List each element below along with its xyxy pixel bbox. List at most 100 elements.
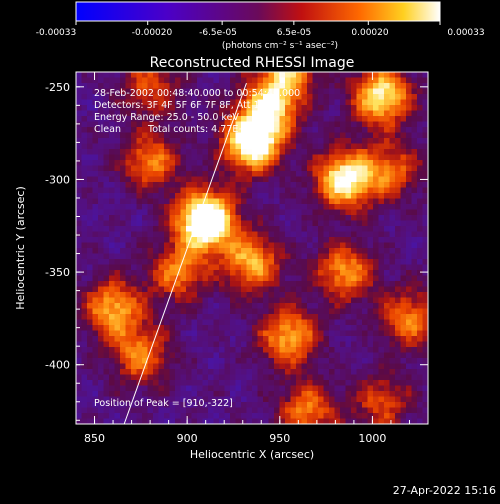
heatmap-cell (147, 253, 154, 260)
heatmap-cell (175, 105, 182, 112)
plot-frame (75, 71, 429, 425)
heatmap-cell (208, 204, 215, 211)
heatmap-cell (395, 281, 402, 288)
heatmap-cell (175, 154, 182, 161)
heatmap-cell (257, 253, 264, 260)
heatmap-cell (411, 72, 418, 79)
heatmap-cell (175, 193, 182, 200)
heatmap-cell (125, 105, 132, 112)
heatmap-cell (208, 402, 215, 409)
heatmap-cell (257, 116, 264, 123)
heatmap-cell (169, 407, 176, 414)
heatmap-cell (279, 220, 286, 227)
heatmap-cell (224, 182, 231, 189)
heatmap-cell (312, 94, 319, 101)
heatmap-cell (98, 396, 105, 403)
heatmap-cell (76, 347, 83, 354)
heatmap-cell (373, 308, 380, 315)
heatmap-cell (323, 231, 330, 238)
heatmap-cell (252, 204, 259, 211)
heatmap-cell (345, 281, 352, 288)
heatmap-cell (109, 286, 116, 293)
heatmap-cell (257, 297, 264, 304)
heatmap-cell (219, 363, 226, 370)
heatmap-cell (186, 407, 193, 414)
heatmap-cell (340, 116, 347, 123)
heatmap-cell (389, 176, 396, 183)
heatmap-cell (301, 99, 308, 106)
plot-area (75, 71, 429, 425)
heatmap-cell (384, 138, 391, 145)
heatmap-cell (329, 418, 336, 424)
heatmap-cell (164, 204, 171, 211)
heatmap-cell (296, 325, 303, 332)
heatmap-cell (362, 286, 369, 293)
heatmap-cell (125, 138, 132, 145)
heatmap-cell (362, 402, 369, 409)
heatmap-cell (98, 198, 105, 205)
heatmap-cell (158, 149, 165, 156)
heatmap-cell (197, 99, 204, 106)
heatmap-cell (400, 171, 407, 178)
heatmap-cell (400, 380, 407, 387)
heatmap-cell (296, 363, 303, 370)
heatmap-cell (92, 94, 99, 101)
heatmap-cell (279, 391, 286, 398)
heatmap-cell (340, 110, 347, 117)
heatmap-cell (76, 286, 83, 293)
heatmap-cell (411, 330, 418, 337)
heatmap-cell (307, 215, 314, 222)
heatmap-cell (103, 187, 110, 194)
heatmap-cell (263, 402, 270, 409)
heatmap-cell (384, 127, 391, 134)
heatmap-cell (224, 149, 231, 156)
heatmap-cell (340, 226, 347, 233)
heatmap-cell (406, 176, 413, 183)
heatmap-cell (252, 385, 259, 392)
heatmap-cell (158, 83, 165, 90)
heatmap-cell (180, 154, 187, 161)
heatmap-cell (356, 264, 363, 271)
heatmap-cell (246, 121, 253, 128)
heatmap-cell (367, 319, 374, 326)
heatmap-cell (389, 352, 396, 359)
heatmap-cell (136, 303, 143, 310)
heatmap-cell (395, 94, 402, 101)
heatmap-cell (153, 336, 160, 343)
heatmap-cell (290, 165, 297, 172)
heatmap-cell (389, 226, 396, 233)
heatmap-cell (186, 165, 193, 172)
heatmap-cell (312, 325, 319, 332)
heatmap-cell (147, 110, 154, 117)
heatmap-cell (323, 314, 330, 321)
heatmap-cell (296, 303, 303, 310)
heatmap-cell (153, 176, 160, 183)
heatmap-cell (87, 391, 94, 398)
heatmap-cell (296, 407, 303, 414)
heatmap-cell (384, 248, 391, 255)
heatmap-cell (153, 248, 160, 255)
heatmap-cell (318, 347, 325, 354)
heatmap-cell (87, 347, 94, 354)
heatmap-cell (395, 209, 402, 216)
heatmap-cell (252, 407, 259, 414)
heatmap-cell (373, 121, 380, 128)
heatmap-cell (411, 231, 418, 238)
heatmap-cell (235, 193, 242, 200)
heatmap-cell (378, 165, 385, 172)
heatmap-cell (389, 391, 396, 398)
heatmap-cell (136, 165, 143, 172)
heatmap-cell (158, 347, 165, 354)
heatmap-cell (312, 292, 319, 299)
heatmap-cell (252, 336, 259, 343)
heatmap-cell (246, 242, 253, 249)
heatmap-cell (175, 220, 182, 227)
heatmap-cell (367, 325, 374, 332)
heatmap-cell (373, 369, 380, 376)
heatmap-cell (417, 358, 424, 365)
heatmap-cell (153, 187, 160, 194)
heatmap-cell (246, 116, 253, 123)
heatmap-cell (142, 176, 149, 183)
heatmap-cell (406, 116, 413, 123)
